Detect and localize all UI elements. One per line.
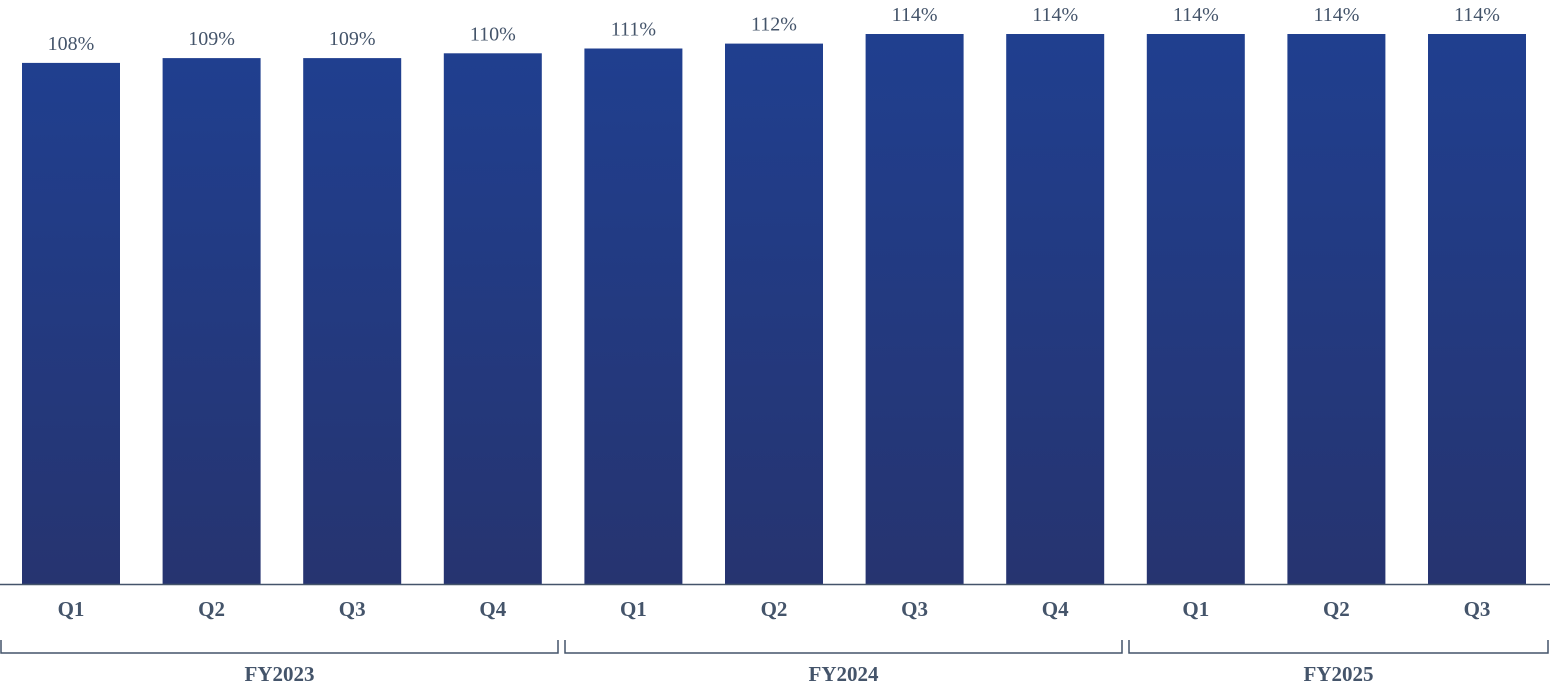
x-tick-label-3: Q3: [339, 597, 366, 621]
x-tick-label-2: Q2: [198, 597, 225, 621]
bar-10: [1287, 34, 1386, 584]
group-bracket-3: [1128, 640, 1549, 654]
data-label-4: 110%: [470, 23, 516, 45]
group-label-3: FY2025: [1304, 662, 1374, 686]
data-label-9: 114%: [1173, 4, 1219, 26]
bars-layer: [22, 34, 1526, 585]
x-tick-label-11: Q3: [1464, 597, 1491, 621]
data-label-5: 111%: [611, 19, 656, 41]
bar-5: [584, 48, 683, 584]
data-label-1: 108%: [48, 33, 95, 55]
x-tick-label-5: Q1: [620, 597, 647, 621]
data-label-11: 114%: [1454, 4, 1500, 26]
data-label-8: 114%: [1032, 4, 1078, 26]
bar-6: [725, 43, 823, 585]
x-tick-label-10: Q2: [1323, 597, 1350, 621]
bar-4: [443, 53, 542, 585]
bar-9: [1146, 34, 1245, 584]
bar-1: [22, 62, 120, 584]
bar-8: [1006, 34, 1105, 584]
group-bracket-1: [0, 640, 559, 654]
x-tick-label-1: Q1: [58, 597, 85, 621]
bar-3: [303, 58, 402, 585]
data-label-2: 109%: [188, 28, 235, 50]
x-tick-label-7: Q3: [901, 597, 928, 621]
data-label-10: 114%: [1313, 4, 1359, 26]
group-label-1: FY2023: [245, 662, 315, 686]
bar-2: [162, 58, 261, 585]
labels-layer: 108% Q1 109% Q2 109% Q3 110% Q4 111% Q1 112% Q2 114%…: [48, 4, 1500, 686]
bar-11: [1428, 34, 1526, 584]
axis-layer: [0, 583, 1550, 654]
bar-7: [865, 34, 964, 584]
x-tick-label-4: Q4: [479, 597, 506, 621]
group-label-2: FY2024: [809, 662, 879, 686]
x-tick-label-9: Q1: [1182, 597, 1209, 621]
x-tick-label-8: Q4: [1042, 597, 1069, 621]
data-label-3: 109%: [329, 28, 376, 50]
group-bracket-2: [564, 640, 1123, 654]
x-tick-label-6: Q2: [761, 597, 788, 621]
data-label-6: 112%: [751, 14, 797, 36]
data-label-7: 114%: [892, 4, 938, 26]
